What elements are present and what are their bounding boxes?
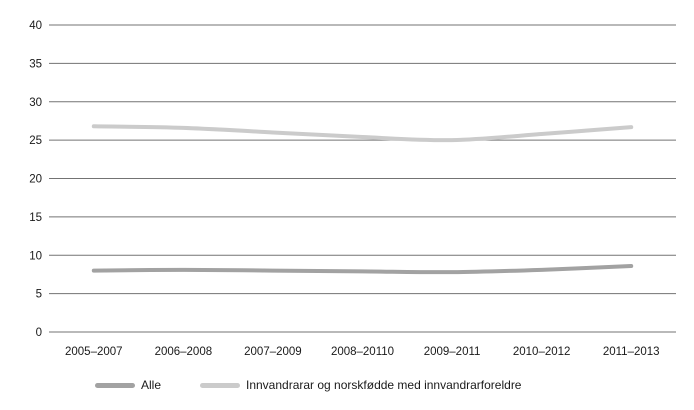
x-axis-tick-label: 2008–20110 <box>331 346 394 358</box>
y-axis-tick-label: 10 <box>29 250 42 262</box>
x-axis-tick-label: 2009–2011 <box>424 346 481 358</box>
y-axis-tick-label: 30 <box>29 97 42 109</box>
x-axis-tick-label: 2011–2013 <box>603 346 660 358</box>
x-axis-tick-label: 2010–2012 <box>513 346 571 358</box>
legend-swatch-alle <box>95 382 135 388</box>
chart-legend: Alle Innvandrarar og norskfødde med innv… <box>0 376 694 394</box>
series-line-alle <box>91 263 634 275</box>
legend-label-alle: Alle <box>141 378 162 392</box>
legend-item-innvandrarar: Innvandrarar og norskfødde med innvandra… <box>200 376 521 394</box>
y-axis-tick-label: 15 <box>29 212 42 224</box>
legend-item-alle: Alle <box>95 376 161 394</box>
legend-swatch-innvandrarar <box>200 382 240 388</box>
x-axis-tick-label: 2005–2007 <box>65 346 123 358</box>
legend-label-innvandrarar: Innvandrarar og norskfødde med innvandra… <box>246 378 522 392</box>
y-axis-tick-label: 25 <box>29 135 42 147</box>
x-axis-tick-label: 2006–2008 <box>155 346 213 358</box>
y-axis-tick-label: 0 <box>36 327 42 339</box>
y-axis-tick-label: 35 <box>29 58 42 70</box>
y-axis-tick-label: 5 <box>36 289 42 301</box>
x-axis-tick-label: 2007–2009 <box>244 346 302 358</box>
y-axis-tick-label: 20 <box>29 174 42 186</box>
y-axis-tick-label: 40 <box>29 20 42 32</box>
series-line-innvandrarar <box>91 124 634 143</box>
